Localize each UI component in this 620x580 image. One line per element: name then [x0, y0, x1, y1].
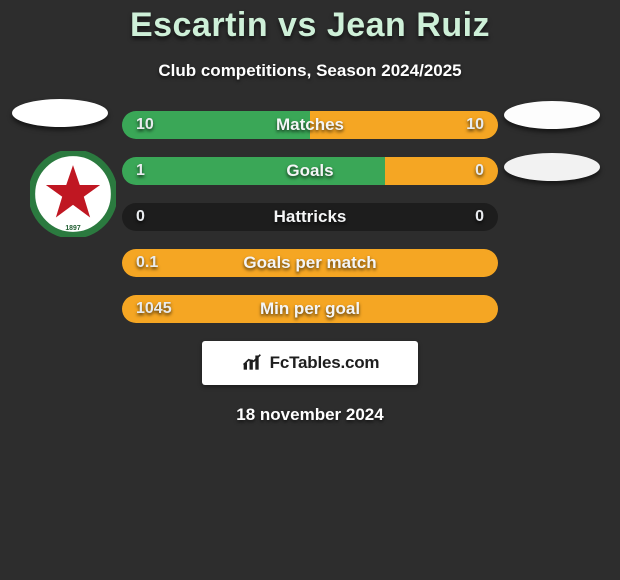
stat-fill-left	[122, 157, 385, 185]
page-title: Escartin vs Jean Ruiz	[0, 6, 620, 45]
stat-row: 0.1Goals per match	[122, 249, 498, 277]
stat-row: 00Hattricks	[122, 203, 498, 231]
badge-year: 1897	[65, 225, 80, 232]
player-right-placeholder-1	[504, 101, 600, 129]
club-badge-left: 1897	[30, 151, 116, 237]
stat-fill-left	[122, 111, 310, 139]
comparison-stage: 1897 1010Matches 10Goals 00Hattricks 0.1Goa…	[0, 111, 620, 425]
stat-track	[122, 203, 498, 231]
player-right-placeholder-2	[504, 153, 600, 181]
stat-fill-right	[310, 111, 498, 139]
brand-chart-icon	[241, 353, 263, 373]
player-left-placeholder	[12, 99, 108, 127]
stat-row: 1010Matches	[122, 111, 498, 139]
snapshot-date: 18 november 2024	[0, 405, 620, 425]
subtitle: Club competitions, Season 2024/2025	[0, 61, 620, 81]
stat-fill-right	[385, 157, 498, 185]
brand-text: FcTables.com	[270, 353, 380, 373]
stat-fill-full	[122, 249, 498, 277]
stat-row: 10Goals	[122, 157, 498, 185]
brand-box: FcTables.com	[202, 341, 418, 385]
title-text: Escartin vs Jean Ruiz	[130, 6, 490, 44]
stat-row: 1045Min per goal	[122, 295, 498, 323]
stat-bars: 1010Matches 10Goals 00Hattricks 0.1Goals pe…	[122, 111, 498, 323]
stat-fill-full	[122, 295, 498, 323]
